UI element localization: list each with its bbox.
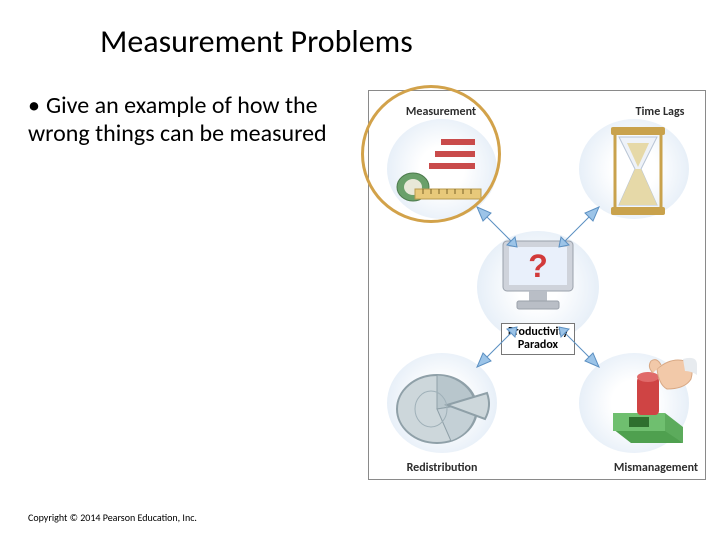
- hourglass-icon: [605, 125, 671, 217]
- label-redistribution: Redistribution: [397, 461, 487, 475]
- slide: { "title": "Measurement Problems", "bull…: [0, 0, 720, 540]
- slide-bullet: •Give an example of how the wrong things…: [28, 92, 348, 149]
- arrow-tl: [473, 203, 521, 251]
- arrow-tr: [555, 203, 603, 251]
- copyright: Copyright © 2014 Pearson Education, Inc.: [28, 511, 197, 524]
- peg-hole-icon: [587, 351, 697, 459]
- svg-text:?: ?: [528, 248, 548, 284]
- label-timelags: Time Lags: [625, 105, 695, 119]
- slide-title: Measurement Problems: [100, 22, 413, 61]
- highlight-circle: [361, 85, 501, 223]
- bullet-dot: •: [28, 92, 46, 120]
- bullet-text: Give an example of how the wrong things …: [28, 91, 327, 148]
- productivity-paradox-diagram: Measurement Time Lags Redistribution Mis…: [368, 90, 706, 480]
- arrow-br: [555, 323, 603, 371]
- label-mismanagement: Mismanagement: [607, 461, 705, 475]
- coin-icon: [393, 363, 493, 451]
- arrow-bl: [473, 323, 521, 371]
